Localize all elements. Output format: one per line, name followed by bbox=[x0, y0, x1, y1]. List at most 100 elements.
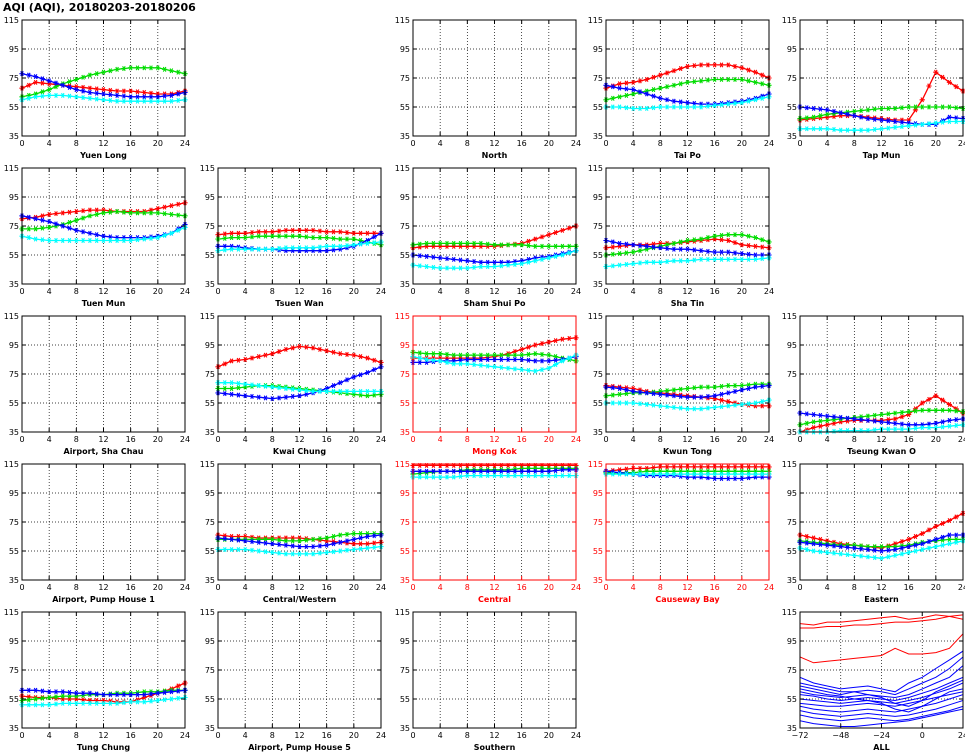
series-point bbox=[824, 549, 830, 555]
series-point bbox=[953, 115, 959, 121]
series-point bbox=[664, 97, 670, 103]
series-point bbox=[162, 98, 168, 104]
series-point bbox=[417, 474, 423, 480]
series-point bbox=[746, 256, 752, 262]
series-point bbox=[46, 81, 52, 87]
series-point bbox=[457, 243, 464, 249]
series-point bbox=[330, 549, 337, 555]
series-point bbox=[148, 235, 154, 241]
series-point bbox=[885, 417, 891, 423]
series-point bbox=[519, 468, 525, 474]
series-point bbox=[851, 542, 857, 548]
series-point bbox=[553, 468, 559, 474]
series-point bbox=[344, 243, 350, 249]
series-point bbox=[637, 465, 643, 471]
series-point bbox=[752, 474, 758, 480]
y-tick-label: 95 bbox=[400, 45, 410, 54]
series-point bbox=[128, 699, 134, 705]
series-point bbox=[358, 531, 364, 537]
series-point bbox=[752, 468, 758, 474]
series-point bbox=[330, 383, 337, 389]
x-tick-label: 8 bbox=[270, 583, 275, 592]
y-tick-label: 75 bbox=[593, 74, 603, 83]
y-tick-label: 35 bbox=[205, 280, 215, 289]
series-point bbox=[705, 103, 711, 109]
series-point bbox=[39, 93, 45, 99]
series-point bbox=[249, 355, 255, 361]
series-point bbox=[623, 80, 629, 86]
series-point bbox=[906, 104, 912, 110]
series-point bbox=[940, 397, 946, 403]
x-tick-label: 24 bbox=[571, 287, 581, 296]
y-tick-label: 55 bbox=[593, 547, 603, 556]
series-point bbox=[33, 236, 39, 242]
series-point bbox=[505, 365, 511, 371]
series-point bbox=[417, 468, 423, 474]
series-point bbox=[73, 208, 79, 215]
series-point bbox=[364, 370, 370, 376]
series-point bbox=[424, 264, 430, 270]
series-point bbox=[80, 697, 86, 703]
series-point bbox=[310, 245, 316, 251]
series-point bbox=[725, 475, 731, 482]
series-point bbox=[444, 243, 450, 249]
series-point bbox=[804, 411, 810, 417]
series-point bbox=[865, 127, 871, 133]
series-point bbox=[168, 696, 174, 702]
series-point bbox=[532, 465, 538, 471]
series-point bbox=[644, 468, 650, 474]
series-point bbox=[684, 394, 691, 400]
series-point bbox=[371, 234, 377, 240]
series-point bbox=[94, 90, 100, 96]
chart-panel: 35 55 75 95 115 0 4 8 12 16 20 24 Tap Mun bbox=[782, 16, 965, 160]
series-point bbox=[276, 541, 282, 547]
x-tick-label: 0 bbox=[410, 287, 415, 296]
series-point bbox=[858, 127, 864, 133]
series-point bbox=[817, 423, 823, 429]
series-point bbox=[337, 380, 343, 386]
series-point bbox=[444, 240, 450, 246]
series-point bbox=[351, 536, 357, 542]
series-point bbox=[698, 101, 704, 107]
series-point bbox=[26, 82, 32, 88]
y-tick-label: 95 bbox=[9, 341, 19, 350]
series-point bbox=[912, 408, 919, 414]
series-point bbox=[498, 364, 504, 370]
y-tick-label: 55 bbox=[400, 399, 410, 408]
series-point bbox=[303, 227, 309, 233]
series-point bbox=[73, 84, 79, 90]
x-tick-label: 16 bbox=[710, 139, 720, 148]
series-point bbox=[671, 468, 677, 474]
x-tick-label: 12 bbox=[876, 583, 886, 592]
x-tick-label: 24 bbox=[958, 731, 965, 740]
series-point bbox=[566, 335, 572, 341]
x-tick-label: 16 bbox=[710, 435, 720, 444]
series-point bbox=[478, 243, 484, 249]
panel-title: North bbox=[482, 151, 508, 160]
series-point bbox=[33, 74, 39, 80]
x-tick-label: 24 bbox=[180, 435, 190, 444]
series-point bbox=[712, 468, 718, 474]
chart-panel: 35 55 75 95 115 0 4 8 12 16 20 24 Southern bbox=[395, 608, 581, 752]
series-point bbox=[892, 544, 898, 550]
x-tick-label: 16 bbox=[126, 139, 136, 148]
series-point bbox=[229, 235, 235, 241]
series-point bbox=[168, 98, 174, 104]
x-tick-label: 12 bbox=[682, 435, 692, 444]
series-point bbox=[73, 227, 79, 233]
series-point bbox=[851, 416, 857, 422]
series-point bbox=[644, 76, 650, 82]
series-point bbox=[107, 97, 113, 103]
x-tick-label: 12 bbox=[98, 435, 108, 444]
series-point bbox=[691, 464, 697, 470]
series-point bbox=[478, 240, 484, 246]
series-point bbox=[532, 358, 538, 364]
chart-panel: 35 55 75 95 115 0 4 8 12 16 20 24 Mong Kok bbox=[395, 312, 581, 456]
x-tick-label: 12 bbox=[682, 139, 692, 148]
x-tick-label: 16 bbox=[517, 435, 527, 444]
x-tick-label: 4 bbox=[631, 287, 636, 296]
y-tick-label: 75 bbox=[593, 370, 603, 379]
series-point bbox=[831, 543, 837, 549]
series-point bbox=[885, 547, 891, 553]
